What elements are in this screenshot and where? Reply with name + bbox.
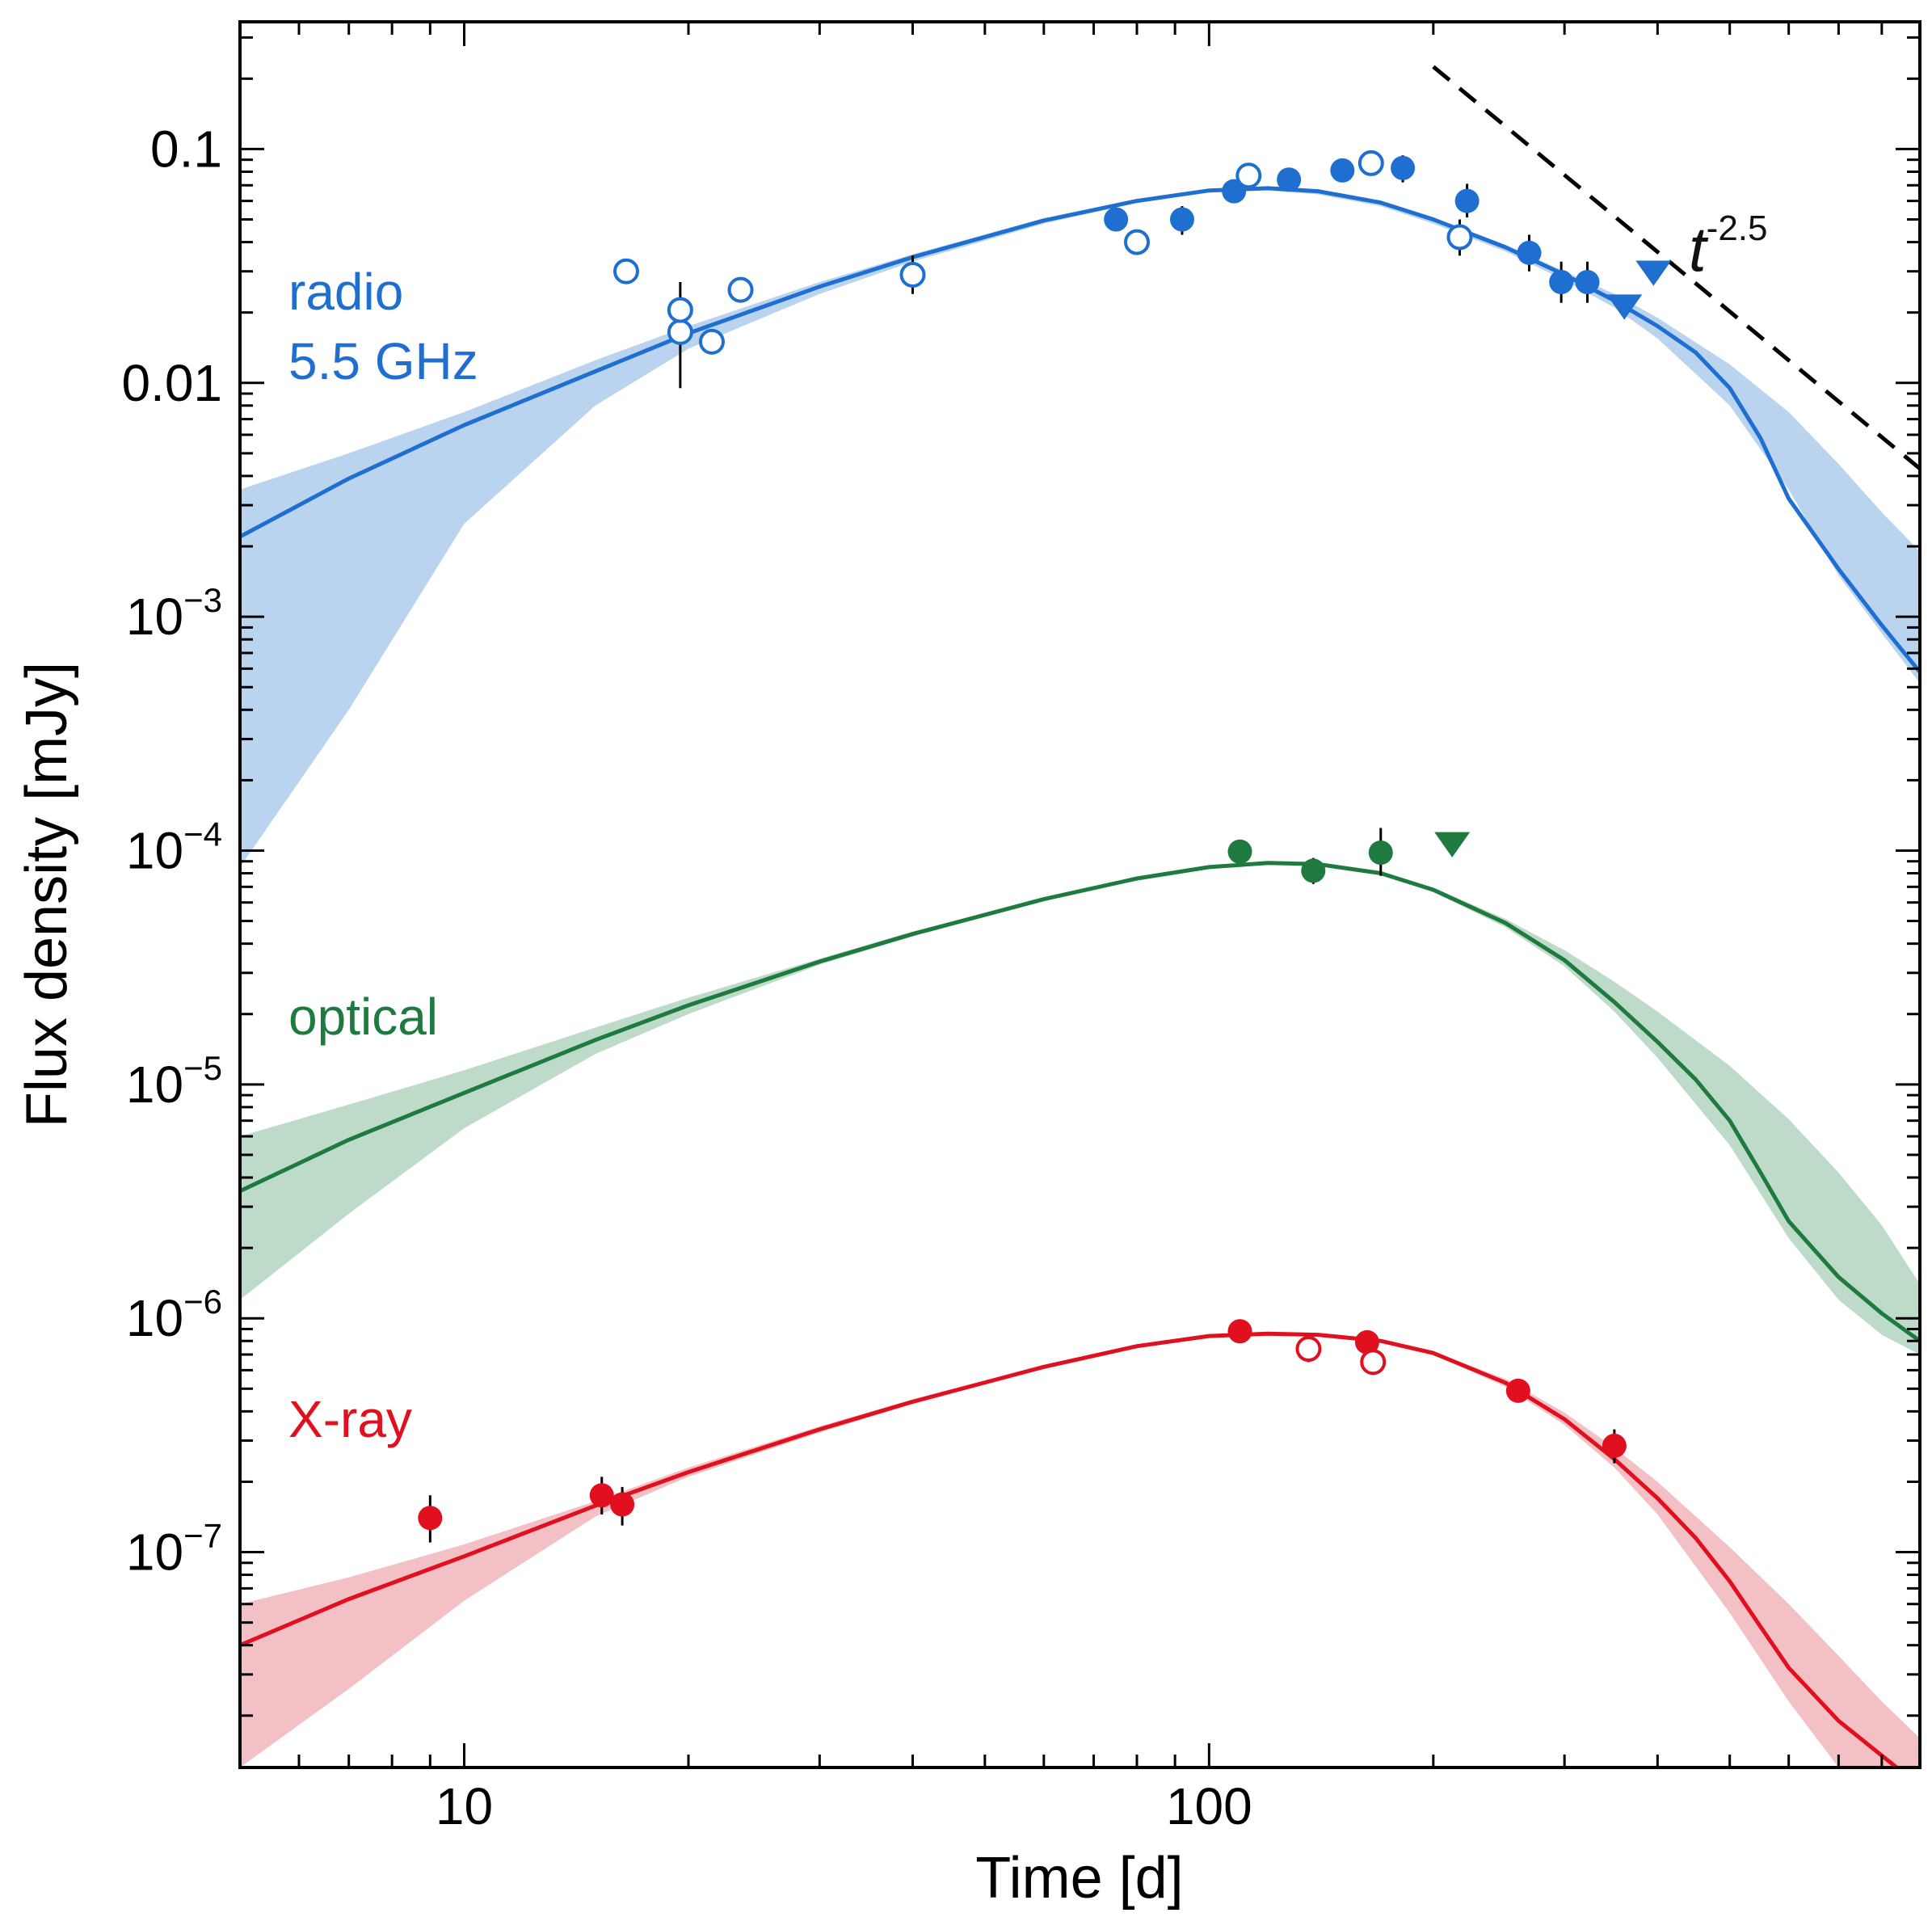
data-point-optical — [1301, 858, 1326, 883]
data-point-open-radio — [1446, 224, 1473, 251]
data-point-open-xray — [1295, 1336, 1322, 1363]
y-tick-base: 10 — [126, 821, 183, 879]
x-tick-label: 10 — [436, 1777, 493, 1835]
y-tick-label: 10−7 — [126, 1517, 222, 1582]
y-tick-exponent: −7 — [183, 1517, 222, 1555]
y-tick-exponent: −4 — [183, 815, 222, 853]
powerlaw-line — [1432, 65, 1920, 470]
data-point-xray — [1227, 1319, 1252, 1344]
series-label-xray: X-ray — [288, 1390, 412, 1448]
y-tick-label: 10−4 — [126, 815, 222, 879]
data-point-radio — [1104, 207, 1129, 232]
y-tick-base: 10 — [126, 1523, 183, 1582]
series-label-optical: optical — [288, 988, 438, 1046]
y-tick-label: 10−5 — [126, 1049, 222, 1114]
series-label-radio: radio — [288, 263, 403, 321]
data-point-xray — [418, 1506, 443, 1531]
data-point-radio — [1169, 207, 1194, 232]
data-point-open-radio — [1357, 150, 1384, 176]
powerlaw-label: t-2.5 — [1689, 209, 1768, 284]
y-tick-label: 10−3 — [126, 581, 222, 646]
upper-limit-radio — [1635, 260, 1672, 286]
data-point-open-radio — [667, 297, 693, 323]
y-tick-base: 10 — [126, 1289, 183, 1347]
confidence-bands — [240, 187, 1920, 1767]
data-point-optical — [1227, 839, 1252, 864]
data-point-open-radio — [612, 258, 639, 284]
band-radio — [240, 187, 1920, 867]
powerlaw-guide — [1432, 65, 1920, 470]
data-point-open-radio — [698, 328, 725, 355]
data-point-radio — [1454, 188, 1480, 213]
data-point-xray — [589, 1483, 614, 1508]
band-optical — [240, 862, 1920, 1355]
data-point-radio — [1575, 269, 1600, 294]
plot-frame — [238, 20, 1921, 1769]
y-tick-label: 0.1 — [150, 120, 222, 178]
data-point-optical — [1368, 841, 1393, 866]
data-point-radio — [1277, 167, 1302, 192]
x-axis-title: Time [d] — [975, 1846, 1183, 1911]
data-point-open-radio — [1124, 229, 1151, 255]
y-axis-title: Flux density [mJy] — [15, 662, 79, 1127]
data-point-open-radio — [899, 261, 926, 288]
data-points — [418, 150, 1672, 1543]
data-point-radio — [1330, 158, 1355, 183]
data-point-open-radio — [1235, 162, 1262, 189]
y-tick-label: 10−6 — [126, 1283, 222, 1347]
series-label-radio-frequency: 5.5 GHz — [288, 332, 478, 390]
powerlaw-exponent: -2.5 — [1707, 209, 1768, 248]
data-point-radio — [1549, 269, 1574, 294]
data-point-xray — [610, 1492, 635, 1517]
data-point-open-radio — [667, 318, 693, 345]
data-point-radio — [1517, 240, 1542, 265]
upper-limit-radio — [1606, 294, 1643, 320]
data-point-open-radio — [727, 276, 754, 303]
powerlaw-base: t — [1689, 213, 1709, 284]
y-tick-exponent: −6 — [183, 1283, 222, 1321]
data-point-radio — [1391, 155, 1416, 180]
y-tick-exponent: −3 — [183, 581, 222, 619]
data-point-open-xray — [1360, 1349, 1387, 1376]
upper-limit-optical — [1434, 832, 1471, 857]
data-point-xray — [1354, 1329, 1379, 1355]
axis-ticks — [238, 22, 1921, 1767]
y-tick-base: 10 — [126, 1055, 183, 1114]
y-tick-exponent: −5 — [183, 1049, 222, 1087]
data-point-xray — [1602, 1433, 1627, 1458]
x-tick-label: 100 — [1166, 1777, 1252, 1835]
model-curve-xray — [240, 1331, 1900, 1767]
band-xray — [240, 1332, 1920, 1767]
data-point-xray — [1505, 1378, 1530, 1403]
y-tick-base: 10 — [126, 588, 183, 646]
y-tick-label: 0.01 — [121, 354, 222, 412]
